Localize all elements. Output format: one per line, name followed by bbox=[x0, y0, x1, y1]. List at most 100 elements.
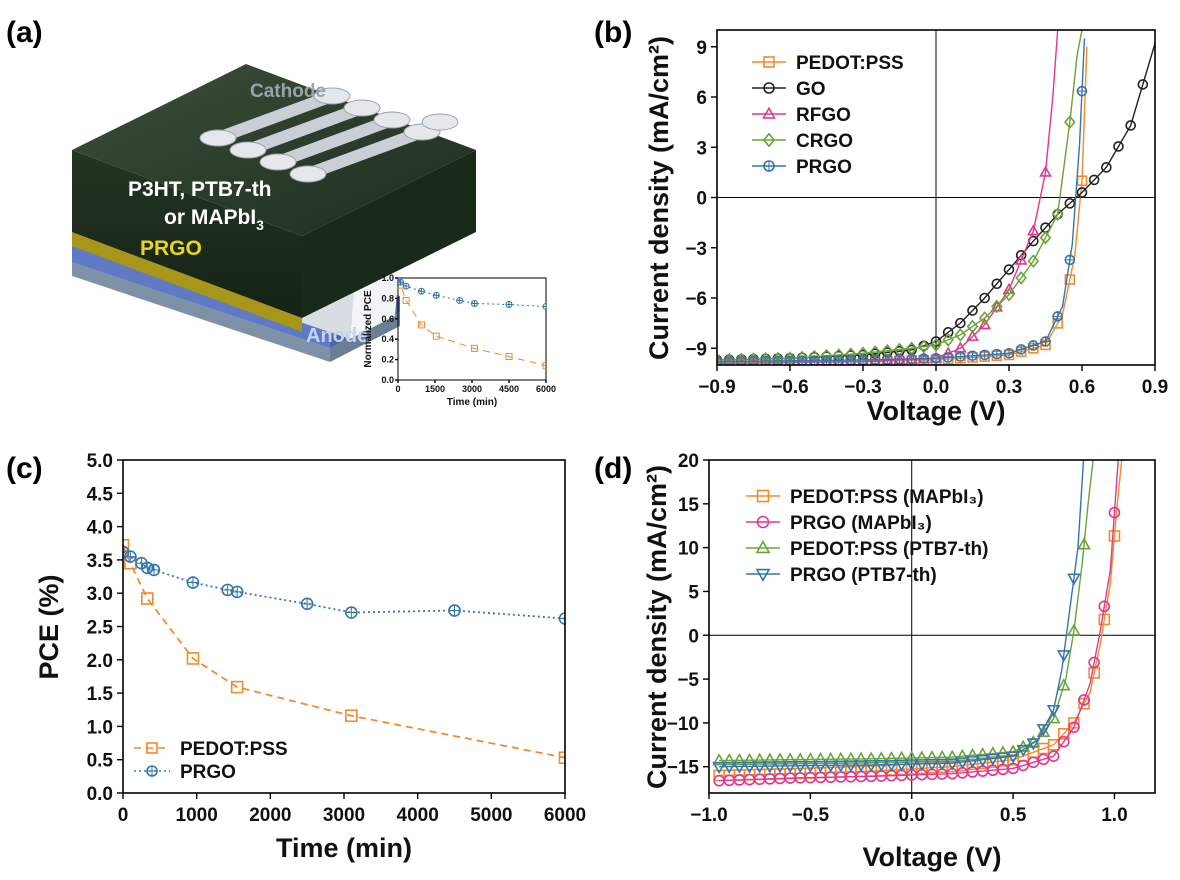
y-tick-label: 4.0 bbox=[87, 518, 113, 539]
data-point bbox=[874, 751, 889, 764]
data-point bbox=[1108, 530, 1121, 542]
zero-lines-d bbox=[709, 460, 1155, 793]
x-tick-label: −1.0 bbox=[690, 805, 728, 826]
data-point bbox=[874, 759, 889, 773]
y-tick-label: 6 bbox=[696, 88, 707, 109]
data-point bbox=[712, 761, 727, 775]
data-point bbox=[978, 311, 991, 325]
x-tick-label: −0.3 bbox=[844, 377, 882, 398]
data-point bbox=[1076, 85, 1088, 97]
ticks-d: −1.0 −0.5 0.0 0.5 1.0 −15 −10 −5 0 5 10 15 20 bbox=[667, 451, 1128, 826]
data-point bbox=[833, 355, 845, 365]
data-point bbox=[1003, 287, 1015, 302]
x-tick-label: 0.6 bbox=[1069, 377, 1095, 398]
data-point bbox=[918, 353, 930, 364]
legend-marker bbox=[763, 82, 775, 94]
x-tick-label: 1000 bbox=[176, 805, 218, 826]
x-tick-label: 1500 bbox=[425, 384, 445, 394]
data-point bbox=[967, 305, 978, 316]
data-point bbox=[1027, 254, 1040, 269]
data-point bbox=[975, 747, 990, 760]
y-tick-label: 0.2 bbox=[381, 355, 394, 365]
data-point bbox=[914, 750, 929, 763]
y-tick-label: 10 bbox=[678, 539, 699, 560]
data-point bbox=[1067, 573, 1081, 586]
plot-frame-d bbox=[708, 459, 1156, 794]
data-point bbox=[1076, 187, 1088, 198]
data-point bbox=[558, 751, 565, 765]
data-point bbox=[1064, 198, 1076, 209]
data-point bbox=[141, 561, 154, 575]
panel-label-d: (d) bbox=[594, 452, 632, 485]
data-point bbox=[300, 597, 314, 611]
data-point bbox=[803, 760, 818, 773]
data-point bbox=[124, 550, 137, 563]
prgo-label: PRGO bbox=[140, 237, 202, 260]
data-point bbox=[942, 333, 954, 347]
data-point bbox=[773, 752, 787, 765]
legend-marker bbox=[756, 515, 770, 529]
data-point bbox=[1108, 506, 1121, 519]
panel-c: (c) 0 1000 2000 3000 4000 5000 6000 0.0 0.5 1.0 1.… bbox=[6, 273, 586, 863]
data-point bbox=[809, 355, 820, 365]
data-point bbox=[967, 350, 978, 362]
x-axis-title-c: Time (min) bbox=[276, 833, 412, 863]
data-point bbox=[417, 321, 425, 329]
data-point bbox=[1064, 274, 1076, 285]
data-point bbox=[230, 680, 244, 694]
data-point bbox=[991, 278, 1003, 290]
inset-chart: 0 1500 3000 4500 6000 0.0 0.2 0.4 0.6 0.8 1.0 Time… bbox=[363, 273, 556, 408]
legend-label: GO bbox=[796, 79, 826, 100]
data-point bbox=[542, 303, 546, 311]
data-point bbox=[717, 356, 723, 365]
data-point bbox=[793, 760, 808, 774]
y-tick-label: −3 bbox=[685, 239, 707, 260]
data-point bbox=[1016, 744, 1031, 758]
y-axis-title-d: Current density (mA/cm²) bbox=[642, 465, 672, 789]
y-tick-label: 1.5 bbox=[87, 684, 114, 705]
data-point bbox=[954, 327, 967, 342]
ticks-c: 0 1000 2000 3000 4000 5000 6000 0.0 0.5 1.0 1.5 2.0… bbox=[87, 451, 587, 826]
data-point bbox=[1078, 694, 1090, 706]
data-point bbox=[833, 354, 844, 365]
legend-label: PEDOT:PSS (PTB7-th) bbox=[790, 539, 988, 560]
y-tick-label: 2.5 bbox=[87, 618, 114, 639]
x-tick-label: 0 bbox=[395, 384, 400, 394]
data-point bbox=[904, 750, 919, 763]
y-tick-label: 5.0 bbox=[87, 451, 113, 472]
data-point bbox=[417, 287, 425, 295]
data-point bbox=[955, 317, 966, 329]
data-point bbox=[1026, 738, 1041, 751]
x-tick-label: 0 bbox=[118, 805, 129, 826]
data-point bbox=[760, 355, 771, 365]
data-point bbox=[1088, 174, 1100, 186]
data-point bbox=[732, 752, 747, 766]
inset-x-title: Time (min) bbox=[447, 397, 497, 408]
data-point bbox=[821, 355, 832, 365]
y-tick-label: 3 bbox=[696, 138, 707, 159]
legend-label: RFGO bbox=[796, 105, 851, 126]
data-point bbox=[1068, 721, 1080, 734]
legend-label: PRGO (PTB7-th) bbox=[790, 565, 937, 586]
data-point bbox=[1027, 224, 1040, 236]
ticks-b: −0.9 −0.6 −0.3 0.0 0.3 0.6 0.9 −9 −6 −3 0 3 6 9 bbox=[685, 38, 1168, 398]
data-point bbox=[432, 332, 440, 340]
data-point bbox=[732, 761, 747, 774]
data-point bbox=[1039, 230, 1052, 245]
legend-marker bbox=[763, 56, 775, 68]
data-point bbox=[1056, 650, 1071, 663]
data-point bbox=[1113, 141, 1124, 152]
data-point bbox=[1064, 115, 1076, 129]
data-point bbox=[894, 353, 905, 365]
data-point bbox=[813, 760, 828, 773]
legend-marker bbox=[763, 160, 775, 172]
data-point bbox=[1036, 724, 1051, 737]
data-point bbox=[966, 329, 979, 341]
series-c bbox=[123, 538, 565, 765]
data-point bbox=[762, 752, 777, 765]
data-point bbox=[833, 760, 848, 773]
data-point bbox=[930, 336, 942, 347]
data-point bbox=[864, 751, 879, 764]
y-tick-label: 20 bbox=[678, 451, 699, 472]
